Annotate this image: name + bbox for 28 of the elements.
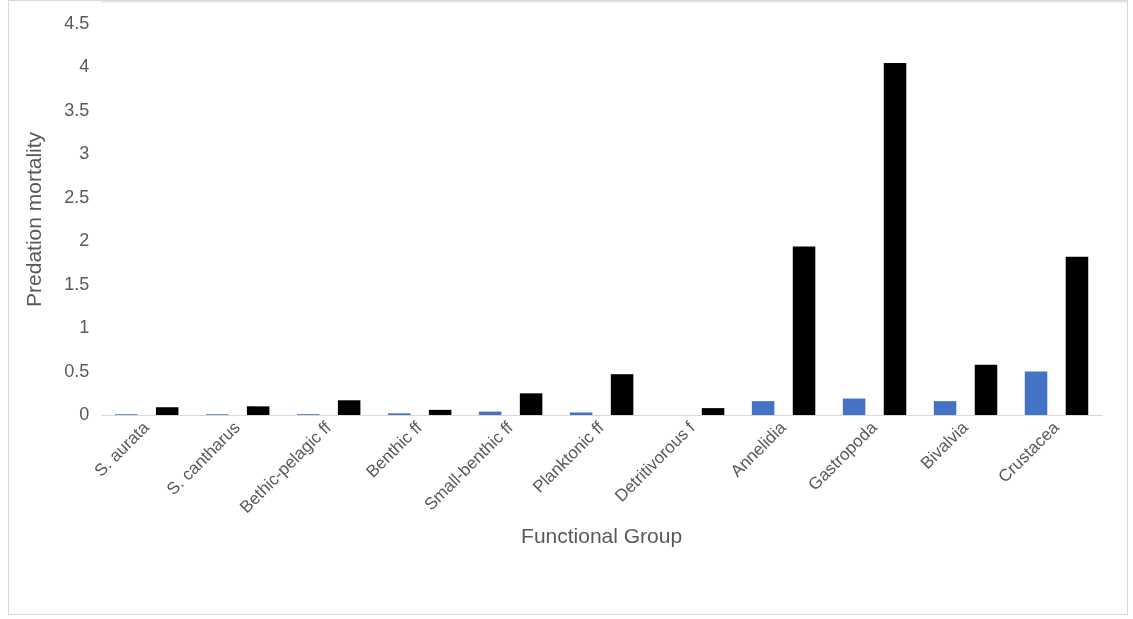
y-tick-label: 0 — [79, 404, 90, 425]
y-tick-label: 2.5 — [64, 186, 90, 207]
bar — [569, 412, 593, 416]
y-tick-label: 4.5 — [64, 12, 90, 33]
bar — [701, 408, 725, 416]
bar — [519, 393, 543, 416]
y-tick-label: 0.5 — [64, 360, 90, 381]
bar — [610, 374, 634, 416]
x-axis-title: Functional Group — [521, 524, 683, 548]
bar — [155, 407, 179, 416]
y-axis-title: Predation mortality — [22, 131, 46, 307]
bar — [751, 401, 775, 416]
bar — [842, 398, 866, 416]
bar — [792, 246, 816, 416]
y-tick-label: 3.5 — [64, 99, 90, 120]
bar — [1024, 371, 1048, 416]
y-tick-label: 4 — [79, 56, 90, 77]
y-tick-label: 2 — [79, 230, 90, 251]
y-tick-label: 1 — [79, 317, 90, 338]
bar — [1065, 256, 1089, 416]
y-tick-label: 1.5 — [64, 273, 90, 294]
bar — [883, 62, 907, 416]
bar — [246, 406, 270, 416]
bar — [974, 364, 998, 416]
y-tick-label: 3 — [79, 143, 90, 164]
bar — [428, 409, 452, 416]
bar — [337, 400, 361, 416]
bar — [933, 401, 957, 416]
